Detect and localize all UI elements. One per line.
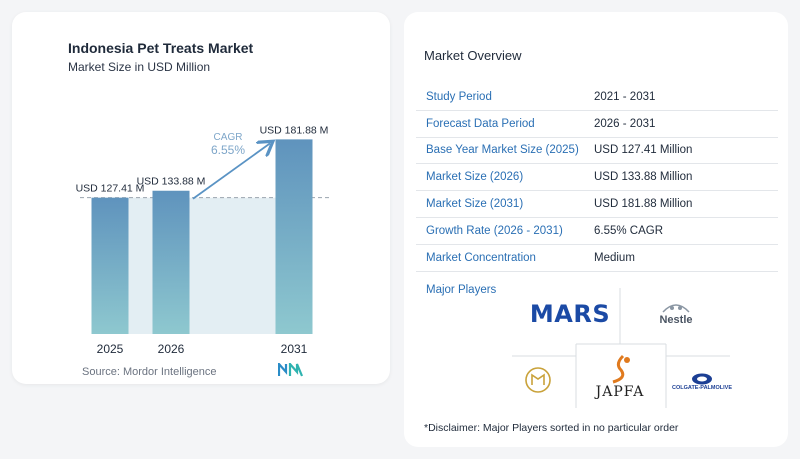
row-value: USD 133.88 Million (594, 171, 693, 184)
bar-2031 (275, 139, 313, 334)
cagr-arrow (192, 143, 270, 200)
overview-table: Study Period 2021 - 2031 Forecast Data Pe… (416, 84, 778, 272)
row-value: 2026 - 2031 (594, 117, 656, 130)
x-tick-2026: 2026 (158, 342, 185, 356)
row-key: Forecast Data Period (426, 117, 535, 130)
overview-card (404, 12, 788, 447)
row-key: Market Size (2026) (426, 171, 524, 184)
cagr-label: CAGR (214, 132, 243, 143)
bar-chart: USD 127.41 M 2025 USD 133.88 M 2026 USD 181.… (76, 124, 330, 356)
row-value: USD 181.88 Million (594, 198, 693, 211)
x-tick-2031: 2031 (281, 342, 308, 356)
major-players-label: Major Players (426, 284, 497, 296)
x-tick-2025: 2025 (97, 342, 124, 356)
data-label-2026: USD 133.88 M (137, 176, 206, 188)
mars-logo: MARS (522, 298, 618, 330)
table-row: Market Size (2031) USD 181.88 Million (416, 191, 778, 218)
table-row: Market Concentration Medium (416, 245, 778, 272)
bar-2025 (91, 197, 129, 334)
nest-icon (662, 304, 690, 313)
chart-title: Indonesia Pet Treats Market (68, 40, 254, 56)
players-grid (512, 288, 730, 408)
row-key: Study Period (426, 90, 492, 103)
row-key: Market Size (2031) (426, 198, 524, 211)
colgate-mark-icon (692, 373, 712, 385)
colgate-logo: COLGATE-PALMOLIVE (672, 370, 732, 394)
charoen-logo (518, 360, 558, 400)
row-value: 6.55% CAGR (594, 224, 664, 237)
base-level-shade (110, 197, 294, 334)
japfa-logo-text: JAPFA (595, 384, 645, 400)
row-key: Growth Rate (2026 - 2031) (426, 224, 563, 237)
table-row: Base Year Market Size (2025) USD 127.41 M… (416, 138, 778, 165)
nestle-logo: Nestle (640, 296, 712, 330)
table-row: Forecast Data Period 2026 - 2031 (416, 111, 778, 138)
mordor-logo-icon (278, 363, 304, 377)
disclaimer-text: *Disclaimer: Major Players sorted in no … (424, 422, 679, 434)
japfa-logo: JAPFA (582, 346, 658, 408)
colgate-logo-text: COLGATE-PALMOLIVE (672, 385, 732, 391)
data-label-2031: USD 181.88 M (260, 124, 329, 136)
row-key: Base Year Market Size (2025) (426, 144, 579, 157)
row-value: 2021 - 2031 (594, 90, 656, 103)
mars-logo-text: MARS (529, 300, 611, 328)
table-row: Study Period 2021 - 2031 (416, 84, 778, 111)
cagr-value: 6.55% (211, 143, 245, 157)
row-value: USD 127.41 Million (594, 144, 693, 157)
overview-title: Market Overview (424, 48, 522, 63)
bar-2026 (152, 190, 190, 334)
japfa-mark-icon (612, 354, 630, 384)
data-label-2025: USD 127.41 M (76, 183, 145, 195)
chart-subtitle: Market Size in USD Million (68, 60, 211, 74)
table-row: Growth Rate (2026 - 2031) 6.55% CAGR (416, 218, 778, 245)
row-value: Medium (594, 251, 635, 264)
nestle-logo-text: Nestle (659, 314, 693, 326)
source-text: Source: Mordor Intelligence (82, 366, 217, 378)
seal-icon (525, 367, 551, 393)
table-row: Market Size (2026) USD 133.88 Million (416, 164, 778, 192)
row-key: Market Concentration (426, 251, 536, 264)
